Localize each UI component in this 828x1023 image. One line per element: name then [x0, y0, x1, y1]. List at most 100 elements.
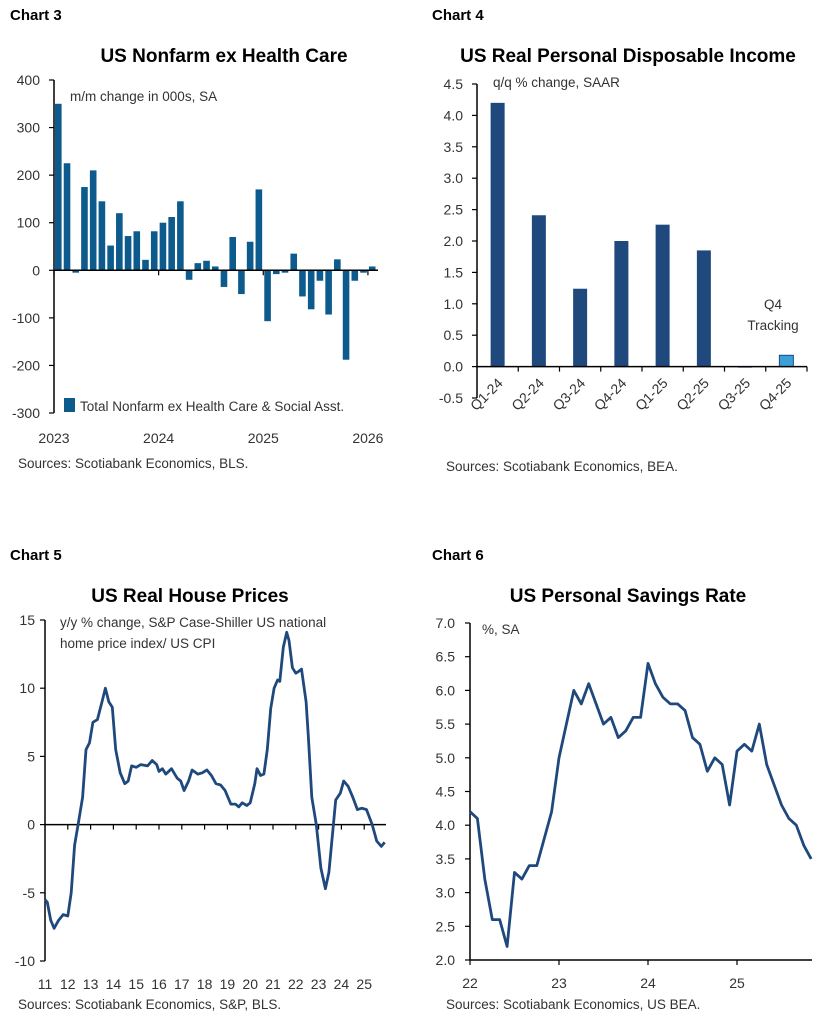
chart-subtitle: q/q % change, SAAR — [493, 75, 620, 90]
x-tick-label: 18 — [197, 976, 213, 992]
x-tick-label: 11 — [38, 976, 53, 992]
y-tick-label: 0.0 — [444, 359, 464, 375]
y-tick-label: 4.5 — [436, 784, 456, 800]
y-tick-label: 1.5 — [444, 264, 464, 280]
annotation-text: Tracking — [747, 318, 798, 333]
bar — [142, 259, 149, 271]
bar — [255, 189, 263, 271]
x-tick-label: Q2-24 — [508, 375, 547, 414]
y-tick-label: -300 — [12, 405, 40, 421]
bar — [778, 354, 794, 368]
chart-subtitle: home price index/ US CPI — [60, 636, 215, 651]
y-tick-label: 5.0 — [436, 750, 456, 766]
y-tick-label: 4.0 — [444, 107, 464, 123]
x-tick-label: 2024 — [143, 430, 174, 446]
x-tick-label: 21 — [265, 976, 281, 992]
y-tick-label: 4.5 — [444, 76, 464, 92]
x-tick-label: 20 — [242, 976, 258, 992]
bar — [194, 263, 202, 271]
x-tick-label: Q3-24 — [549, 375, 588, 414]
y-tick-label: 15 — [19, 612, 35, 628]
y-tick-label: 0 — [27, 817, 35, 833]
x-tick-label: 16 — [151, 976, 167, 992]
x-tick-label: 2025 — [248, 430, 279, 446]
y-tick-label: 5 — [27, 748, 35, 764]
x-tick-label: Q3-25 — [714, 375, 753, 414]
x-tick-label: 19 — [220, 976, 236, 992]
source-note: Sources: Scotiabank Economics, S&P, BLS. — [18, 997, 281, 1012]
y-tick-label: 3.0 — [436, 885, 456, 901]
y-tick-label: 400 — [17, 72, 41, 88]
y-tick-label: 2.0 — [444, 233, 464, 249]
y-tick-label: -100 — [12, 310, 40, 326]
x-tick-label: 23 — [551, 975, 567, 991]
bar — [334, 259, 341, 271]
chart-subtitle: m/m change in 000s, SA — [70, 89, 217, 104]
bar — [124, 236, 132, 271]
x-tick-label: 22 — [462, 975, 478, 991]
chart-title: US Real House Prices — [91, 586, 288, 607]
y-tick-label: 200 — [17, 167, 41, 183]
bar — [238, 270, 245, 295]
x-tick-label: 13 — [83, 976, 99, 992]
bar — [273, 270, 280, 275]
y-tick-label: 300 — [17, 120, 41, 136]
y-tick-label: 100 — [17, 215, 41, 231]
chart-title: US Real Personal Disposable Income — [460, 46, 796, 67]
legend-label: Total Nonfarm ex Health Care & Social As… — [80, 399, 344, 414]
bar — [281, 270, 289, 273]
bar — [185, 270, 193, 280]
bar — [150, 231, 158, 271]
bar — [63, 163, 71, 271]
bar — [614, 241, 629, 367]
x-tick-label: 23 — [311, 976, 327, 992]
legend-swatch — [64, 398, 75, 412]
bar — [203, 260, 210, 271]
x-tick-label: 25 — [356, 976, 372, 992]
x-tick-label: 24 — [640, 975, 656, 991]
bar — [55, 103, 62, 271]
y-tick-label: 1.0 — [444, 296, 464, 312]
y-tick-label: 2.5 — [444, 202, 464, 218]
y-tick-label: 6.5 — [436, 649, 456, 665]
y-tick-label: 2.0 — [436, 952, 456, 968]
bar — [211, 266, 219, 271]
y-tick-label: -0.5 — [439, 390, 463, 406]
bar — [133, 231, 141, 271]
bar — [264, 270, 271, 322]
bar — [696, 250, 711, 367]
y-tick-label: -5 — [23, 885, 36, 901]
bar — [116, 213, 123, 271]
chart-title: US Personal Savings Rate — [510, 586, 747, 607]
annotation-text: Q4 — [764, 297, 783, 312]
y-tick-label: 0 — [32, 262, 40, 278]
bar — [81, 187, 88, 271]
bar — [325, 270, 332, 315]
bar — [168, 217, 175, 271]
x-tick-label: 2026 — [352, 430, 383, 446]
bar — [177, 201, 184, 271]
bar — [229, 236, 236, 271]
series-line — [43, 630, 386, 930]
bar — [299, 270, 306, 297]
bar — [360, 270, 367, 273]
chart-label: Chart 5 — [10, 547, 62, 564]
bar — [316, 270, 324, 281]
y-tick-label: 4.0 — [436, 817, 456, 833]
source-note: Sources: Scotiabank Economics, US BEA. — [446, 997, 700, 1012]
x-tick-label: 22 — [288, 976, 304, 992]
y-tick-label: 3.0 — [444, 170, 464, 186]
y-tick-label: 10 — [19, 680, 35, 696]
bar — [159, 222, 167, 271]
bar — [107, 245, 114, 271]
y-tick-label: -10 — [15, 953, 35, 969]
x-tick-label: 17 — [174, 976, 190, 992]
series-line — [469, 662, 813, 948]
bar — [490, 102, 505, 367]
x-tick-label: 24 — [334, 976, 350, 992]
bar — [220, 270, 228, 287]
source-note: Sources: Scotiabank Economics, BLS. — [18, 456, 248, 471]
x-tick-label: Q1-24 — [467, 375, 506, 414]
bar — [368, 266, 376, 271]
